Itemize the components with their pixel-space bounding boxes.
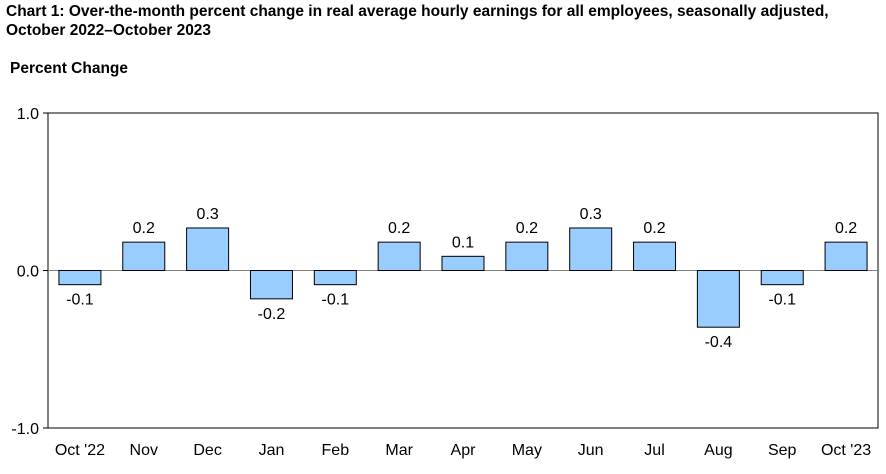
x-tick-label: Oct '23 xyxy=(821,442,871,459)
data-label: -0.1 xyxy=(768,292,796,309)
data-label: -0.2 xyxy=(258,306,286,323)
data-label: -0.4 xyxy=(705,334,733,351)
x-tick-label: Nov xyxy=(130,442,158,459)
bar xyxy=(696,270,740,328)
y-tick-label: 1.0 xyxy=(17,106,39,123)
bar xyxy=(313,270,357,286)
bar xyxy=(760,270,804,286)
bar xyxy=(824,241,868,271)
data-label: 0.2 xyxy=(516,220,538,237)
bar xyxy=(58,270,102,286)
x-tick-label: Mar xyxy=(385,442,413,459)
x-tick-label: Jun xyxy=(578,442,604,459)
y-tick-label: 0.0 xyxy=(17,264,39,281)
bar xyxy=(249,270,293,300)
x-tick-label: Dec xyxy=(193,442,221,459)
data-label: 0.2 xyxy=(835,220,857,237)
bar xyxy=(633,241,677,271)
data-label: -0.1 xyxy=(322,292,350,309)
data-label: 0.3 xyxy=(196,206,218,223)
x-tick-label: Feb xyxy=(322,442,350,459)
chart-title: Chart 1: Over-the-month percent change i… xyxy=(6,3,829,39)
y-axis-label: Percent Change xyxy=(10,60,129,77)
bar xyxy=(569,227,613,272)
x-tick-label: Oct '22 xyxy=(55,442,105,459)
y-tick-label: -1.0 xyxy=(11,421,39,438)
data-label: 0.3 xyxy=(580,206,602,223)
x-tick-label: Jul xyxy=(644,442,664,459)
data-label: 0.2 xyxy=(388,220,410,237)
bar xyxy=(505,241,549,271)
bar xyxy=(441,255,485,272)
data-label: 0.1 xyxy=(452,234,474,251)
data-label: 0.2 xyxy=(643,220,665,237)
data-label: 0.2 xyxy=(133,220,155,237)
plot-area: 1.0 0.0 -1.0 -0.1 Oct '22 0.2 Nov 0.3 Dec -0.2 Jan… xyxy=(11,106,879,459)
data-label: -0.1 xyxy=(66,292,94,309)
x-tick-label: Aug xyxy=(704,442,732,459)
bar xyxy=(122,241,166,271)
x-tick-label: Jan xyxy=(259,442,285,459)
bar xyxy=(186,227,230,272)
bar xyxy=(377,241,421,271)
x-tick-label: Apr xyxy=(451,442,477,459)
x-tick-label: May xyxy=(512,442,542,459)
x-tick-label: Sep xyxy=(768,442,797,459)
